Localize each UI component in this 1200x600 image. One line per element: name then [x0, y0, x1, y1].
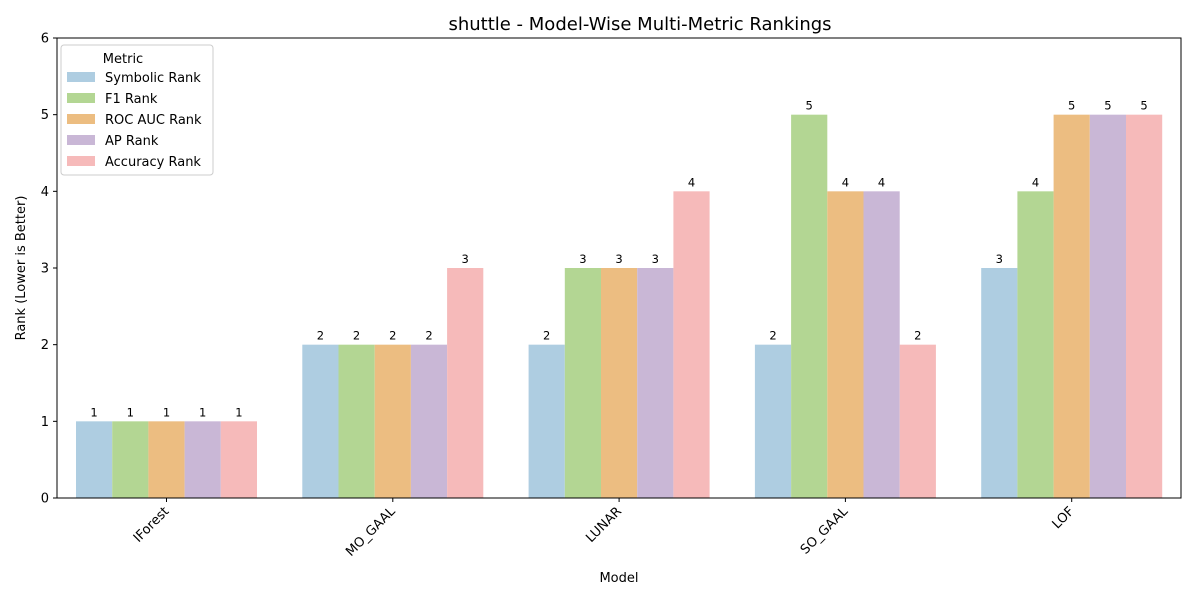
data-label: 3	[996, 252, 1003, 266]
bar-f1-rank-lof	[1017, 191, 1054, 498]
data-label: 5	[806, 99, 813, 113]
data-label: 4	[878, 175, 885, 189]
bar-f1-rank-so-gaal	[791, 114, 828, 499]
y-tick-label: 4	[41, 185, 49, 200]
bar-accuracy-rank-lof	[1126, 114, 1163, 499]
bar-symbolic-rank-so-gaal	[754, 344, 792, 498]
x-tick-label: LUNAR	[583, 504, 625, 546]
bar-accuracy-rank-mo-gaal	[447, 268, 484, 498]
legend-swatch	[67, 135, 95, 145]
data-label: 2	[389, 329, 396, 343]
bar-symbolic-rank-iforest	[76, 421, 113, 498]
data-label: 3	[615, 252, 622, 266]
y-tick-label: 0	[41, 492, 49, 507]
bar-roc-auc-rank-iforest	[148, 421, 185, 498]
data-label: 1	[235, 405, 242, 419]
legend-entry: F1 Rank	[105, 92, 158, 107]
bar-symbolic-rank-lof	[981, 268, 1018, 498]
data-label: 2	[425, 329, 432, 343]
data-label: 2	[914, 329, 921, 343]
data-label: 3	[652, 252, 659, 266]
data-label: 4	[1032, 175, 1039, 189]
bar-f1-rank-mo-gaal	[338, 344, 375, 498]
y-tick-label: 1	[41, 415, 49, 430]
data-label: 1	[90, 405, 97, 419]
legend-swatch	[67, 156, 95, 166]
x-tick-label: IForest	[131, 504, 173, 546]
x-tick-label: MO_GAAL	[343, 504, 399, 560]
bar-roc-auc-rank-mo-gaal	[374, 344, 411, 498]
legend-swatch	[67, 72, 95, 82]
y-tick-label: 2	[41, 338, 49, 353]
legend-entry: Accuracy Rank	[105, 155, 201, 170]
y-axis-label: Rank (Lower is Better)	[14, 196, 29, 341]
data-label: 5	[1068, 99, 1075, 113]
legend-box	[60, 44, 214, 176]
data-label: 1	[163, 405, 170, 419]
chart-title: shuttle - Model-Wise Multi-Metric Rankin…	[448, 14, 831, 35]
data-label: 2	[543, 329, 550, 343]
legend-entry: Symbolic Rank	[105, 71, 201, 86]
data-label: 2	[317, 329, 324, 343]
bar-ap-rank-lunar	[637, 268, 674, 498]
data-label: 5	[1104, 99, 1111, 113]
bar-roc-auc-rank-lof	[1053, 114, 1090, 499]
legend-title: Metric	[103, 52, 143, 67]
data-label: 1	[127, 405, 134, 419]
data-label: 4	[688, 175, 695, 189]
data-label: 4	[842, 175, 849, 189]
legend-swatch	[67, 93, 95, 103]
x-tick-label: LOF	[1050, 504, 1078, 532]
bar-ap-rank-iforest	[184, 421, 221, 498]
bar-symbolic-rank-mo-gaal	[302, 344, 339, 498]
bar-symbolic-rank-lunar	[528, 344, 565, 498]
data-label: 2	[353, 329, 360, 343]
bar-accuracy-rank-so-gaal	[899, 344, 936, 498]
bar-ap-rank-lof	[1089, 114, 1126, 499]
legend: Metric Symbolic Rank F1 Rank ROC AUC Rank AP…	[60, 44, 214, 176]
plot-area: 1 2 2 2 3 1 2 3 5 4 1 2 3 4 5 1 2 3 4 5 1 3 4 2 5 0 1 2 3 4 5 6 IForest M…	[41, 32, 1182, 560]
y-tick-label: 5	[41, 108, 49, 123]
bar-accuracy-rank-lunar	[673, 191, 710, 498]
x-axis-label: Model	[599, 571, 638, 586]
legend-swatch	[67, 114, 95, 124]
data-label: 3	[579, 252, 586, 266]
data-label: 5	[1140, 99, 1147, 113]
bar-ap-rank-mo-gaal	[410, 344, 448, 498]
legend-entry: ROC AUC Rank	[105, 113, 202, 128]
y-tick-label: 6	[41, 32, 49, 47]
bar-roc-auc-rank-so-gaal	[827, 191, 864, 498]
bar-f1-rank-iforest	[112, 421, 149, 498]
bar-accuracy-rank-iforest	[220, 421, 257, 498]
x-tick-label: SO_GAAL	[798, 504, 852, 558]
data-label: 3	[462, 252, 469, 266]
data-label: 1	[199, 405, 206, 419]
data-label: 2	[769, 329, 776, 343]
bar-roc-auc-rank-lunar	[601, 268, 638, 498]
y-tick-label: 3	[41, 262, 49, 277]
bar-f1-rank-lunar	[564, 268, 601, 498]
legend-entry: AP Rank	[105, 134, 159, 149]
bar-ap-rank-so-gaal	[863, 191, 900, 498]
